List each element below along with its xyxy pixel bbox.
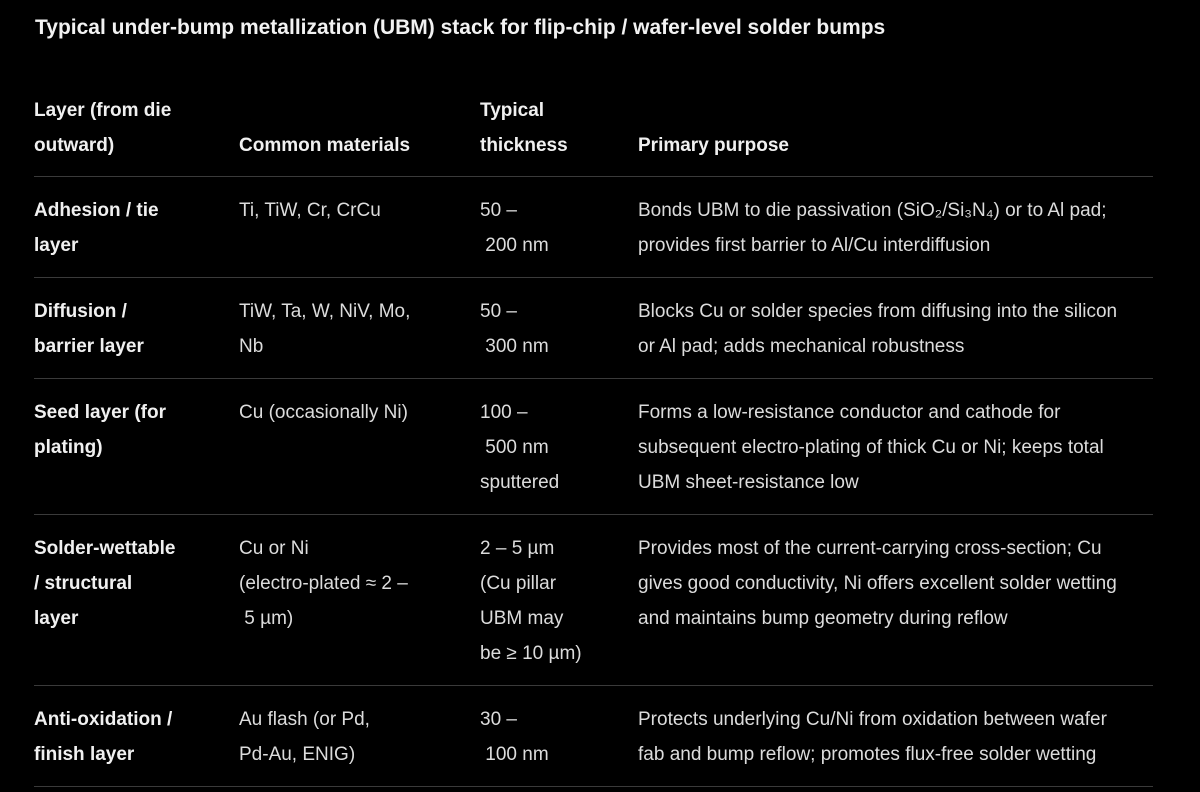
- cell-line: be ≥ 10 µm): [480, 643, 582, 664]
- cell-line: and maintains bump geometry during reflo…: [638, 608, 1008, 629]
- table-row: Adhesion / tie layer Ti, TiW, Cr, CrCu 5…: [34, 177, 1153, 278]
- header-line: outward): [34, 135, 115, 156]
- header-line: thickness: [480, 135, 568, 156]
- cell-line: provides first barrier to Al/Cu interdif…: [638, 235, 991, 256]
- cell-line: Anti-oxidation /: [34, 709, 173, 730]
- cell-purpose: Forms a low-resistance conductor and cat…: [638, 379, 1153, 515]
- cell-thickness: 50 – 200 nm: [480, 177, 638, 278]
- cell-line: TiW, Ta, W, NiV, Mo,: [239, 301, 411, 322]
- cell-layer: Seed layer (for plating): [34, 379, 239, 515]
- cell-line: Ti, TiW, Cr, CrCu: [239, 200, 381, 221]
- cell-line: barrier layer: [34, 336, 144, 357]
- header-purpose: Primary purpose: [638, 93, 1153, 177]
- cell-purpose: Bonds UBM to die passivation (SiO₂/Si₃N₄…: [638, 177, 1153, 278]
- cell-layer: Adhesion / tie layer: [34, 177, 239, 278]
- cell-materials: TiW, Ta, W, NiV, Mo, Nb: [239, 278, 480, 379]
- cell-line: plating): [34, 437, 103, 458]
- cell-line: Au flash (or Pd,: [239, 709, 370, 730]
- cell-purpose: Protects underlying Cu/Ni from oxidation…: [638, 686, 1153, 787]
- cell-thickness: 100 – 500 nm sputtered: [480, 379, 638, 515]
- cell-line: 200 nm: [480, 235, 549, 256]
- table-row: Anti-oxidation / finish layer Au flash (…: [34, 686, 1153, 787]
- page-title: Typical under-bump metallization (UBM) s…: [35, 16, 886, 39]
- header-line: Common materials: [239, 135, 411, 156]
- header-line: Primary purpose: [638, 135, 789, 156]
- cell-line: 100 –: [480, 402, 528, 423]
- cell-line: 2 – 5 µm: [480, 538, 555, 559]
- cell-line: Diffusion /: [34, 301, 127, 322]
- cell-line: Bonds UBM to die passivation (SiO₂/Si₃N₄…: [638, 200, 1107, 221]
- cell-line: Nb: [239, 336, 264, 357]
- table-row: Solder-wettable / structural layer Cu or…: [34, 515, 1153, 686]
- cell-line: 30 –: [480, 709, 517, 730]
- cell-thickness: 50 – 300 nm: [480, 278, 638, 379]
- cell-line: (electro-plated ≈ 2 –: [239, 573, 408, 594]
- table-row: Diffusion / barrier layer TiW, Ta, W, Ni…: [34, 278, 1153, 379]
- cell-line: 50 –: [480, 200, 517, 221]
- cell-line: Adhesion / tie: [34, 200, 159, 221]
- cell-line: Cu (occasionally Ni): [239, 402, 408, 423]
- cell-line: UBM may: [480, 608, 564, 629]
- header-line: Typical: [480, 100, 545, 121]
- cell-line: Protects underlying Cu/Ni from oxidation…: [638, 709, 1107, 730]
- header-line: Layer (from die: [34, 100, 172, 121]
- cell-line: Solder-wettable: [34, 538, 176, 559]
- table-header-row: Layer (from die outward) Common material…: [34, 93, 1153, 177]
- cell-line: layer: [34, 235, 79, 256]
- cell-layer: Diffusion / barrier layer: [34, 278, 239, 379]
- cell-layer: Anti-oxidation / finish layer: [34, 686, 239, 787]
- cell-line: 500 nm: [480, 437, 549, 458]
- cell-line: 100 nm: [480, 744, 549, 765]
- header-materials: Common materials: [239, 93, 480, 177]
- header-layer: Layer (from die outward): [34, 93, 239, 177]
- cell-layer: Solder-wettable / structural layer: [34, 515, 239, 686]
- cell-materials: Cu or Ni (electro-plated ≈ 2 – 5 µm): [239, 515, 480, 686]
- cell-line: (Cu pillar: [480, 573, 557, 594]
- cell-line: Seed layer (for: [34, 402, 166, 423]
- cell-line: or Al pad; adds mechanical robustness: [638, 336, 965, 357]
- cell-line: 300 nm: [480, 336, 549, 357]
- cell-line: 5 µm): [239, 608, 294, 629]
- cell-line: Pd-Au, ENIG): [239, 744, 356, 765]
- ubm-stack-table: Layer (from die outward) Common material…: [34, 93, 1153, 787]
- cell-line: Blocks Cu or solder species from diffusi…: [638, 301, 1118, 322]
- ubm-table-container: Layer (from die outward) Common material…: [34, 93, 1153, 792]
- cell-materials: Au flash (or Pd, Pd-Au, ENIG): [239, 686, 480, 787]
- cell-line: / structural: [34, 573, 133, 594]
- cell-line: gives good conductivity, Ni offers excel…: [638, 573, 1117, 594]
- cell-thickness: 30 – 100 nm: [480, 686, 638, 787]
- cell-thickness: 2 – 5 µm (Cu pillar UBM may be ≥ 10 µm): [480, 515, 638, 686]
- cell-line: Provides most of the current-carrying cr…: [638, 538, 1102, 559]
- cell-purpose: Provides most of the current-carrying cr…: [638, 515, 1153, 686]
- cell-line: layer: [34, 608, 79, 629]
- cell-line: fab and bump reflow; promotes flux-free …: [638, 744, 1097, 765]
- cell-line: finish layer: [34, 744, 135, 765]
- cell-materials: Cu (occasionally Ni): [239, 379, 480, 515]
- cell-line: sputtered: [480, 472, 560, 493]
- cell-line: Cu or Ni: [239, 538, 309, 559]
- cell-line: subsequent electro-plating of thick Cu o…: [638, 437, 1104, 458]
- cell-line: Forms a low-resistance conductor and cat…: [638, 402, 1061, 423]
- header-thickness: Typical thickness: [480, 93, 638, 177]
- cell-line: UBM sheet-resistance low: [638, 472, 859, 493]
- table-row: Seed layer (for plating) Cu (occasionall…: [34, 379, 1153, 515]
- cell-line: 50 –: [480, 301, 517, 322]
- cell-purpose: Blocks Cu or solder species from diffusi…: [638, 278, 1153, 379]
- cell-materials: Ti, TiW, Cr, CrCu: [239, 177, 480, 278]
